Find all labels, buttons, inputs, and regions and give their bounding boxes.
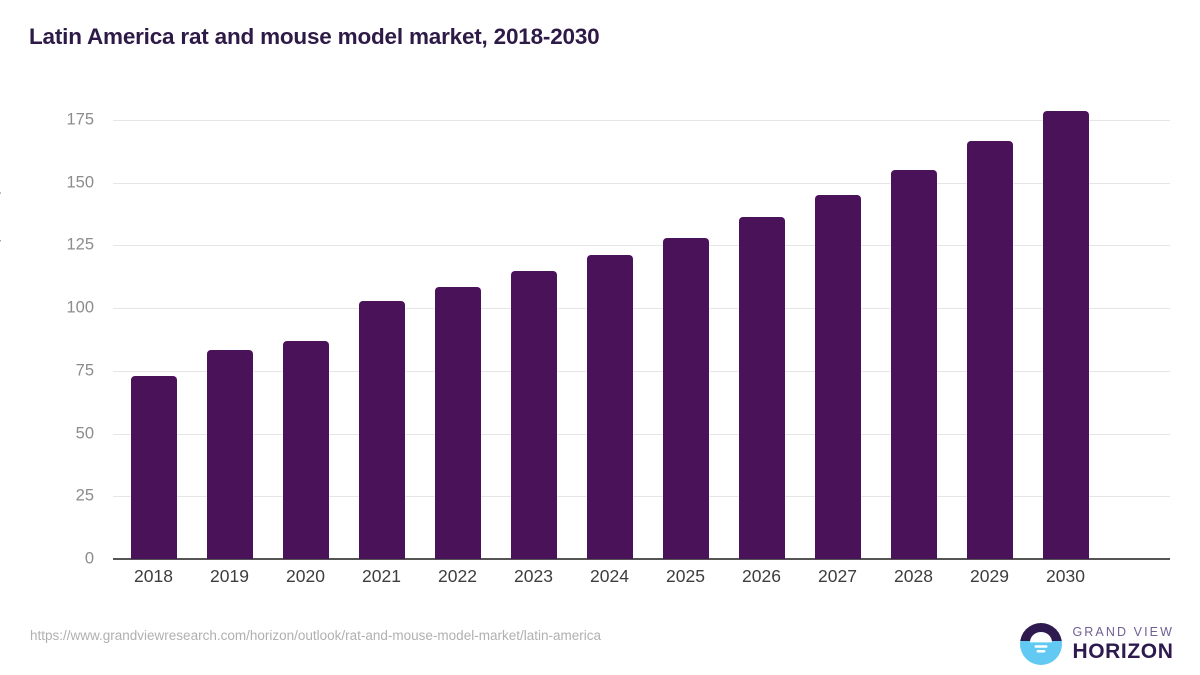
y-axis-title: Market Size (US$M)	[0, 188, 2, 337]
gridline	[113, 182, 1170, 184]
bar[interactable]	[738, 216, 785, 559]
gridline	[113, 370, 1170, 372]
x-tick-label: 2024	[590, 566, 629, 586]
logo-wordmark: GRAND VIEW HORIZON	[1072, 626, 1174, 663]
source-url[interactable]: https://www.grandviewresearch.com/horizo…	[30, 628, 601, 643]
x-tick-label: 2029	[970, 566, 1009, 586]
x-tick-label: 2022	[438, 566, 477, 586]
y-tick-label: 175	[66, 110, 94, 129]
x-tick-label: 2018	[134, 566, 173, 586]
x-tick-label: 2028	[894, 566, 933, 586]
bar[interactable]	[890, 170, 937, 559]
y-tick-label: 25	[75, 486, 94, 505]
y-tick-label: 50	[75, 424, 94, 443]
bar[interactable]	[510, 270, 557, 559]
logo-bottom-text: HORIZON	[1072, 640, 1174, 664]
y-tick-label: 0	[84, 549, 94, 568]
gridline	[113, 433, 1170, 435]
chart-title: Latin America rat and mouse model market…	[29, 24, 600, 49]
x-tick-label: 2019	[210, 566, 249, 586]
x-tick-label: 2027	[818, 566, 857, 586]
bar[interactable]	[206, 349, 253, 559]
y-tick-label: 150	[66, 173, 94, 192]
x-tick-label: 2020	[286, 566, 325, 586]
bar[interactable]	[1042, 111, 1089, 559]
bar[interactable]	[662, 237, 709, 559]
horizon-sun-circle-icon	[1020, 623, 1063, 665]
x-tick-label: 2026	[742, 566, 781, 586]
gridline	[113, 245, 1170, 247]
x-tick-label: 2030	[1046, 566, 1085, 586]
y-tick-label: 100	[66, 298, 94, 317]
bar[interactable]	[814, 195, 861, 559]
x-tick-label: 2025	[666, 566, 705, 586]
bar[interactable]	[966, 141, 1013, 559]
logo-top-text: GRAND VIEW	[1072, 624, 1174, 639]
x-axis-line	[113, 558, 1170, 560]
gridline	[113, 120, 1170, 121]
bar[interactable]	[130, 375, 177, 559]
bar[interactable]	[586, 255, 633, 559]
y-tick-label: 75	[75, 361, 94, 380]
bar[interactable]	[434, 286, 481, 559]
y-tick-label: 125	[66, 235, 94, 254]
grand-view-horizon-logo[interactable]: GRAND VIEW HORIZON	[1019, 620, 1174, 668]
bar[interactable]	[358, 300, 405, 559]
x-tick-label: 2021	[362, 566, 401, 586]
gridline	[113, 308, 1170, 310]
gridline	[113, 496, 1170, 498]
bar[interactable]	[282, 340, 329, 559]
plot-area	[113, 111, 1170, 559]
x-tick-label: 2023	[514, 566, 553, 586]
